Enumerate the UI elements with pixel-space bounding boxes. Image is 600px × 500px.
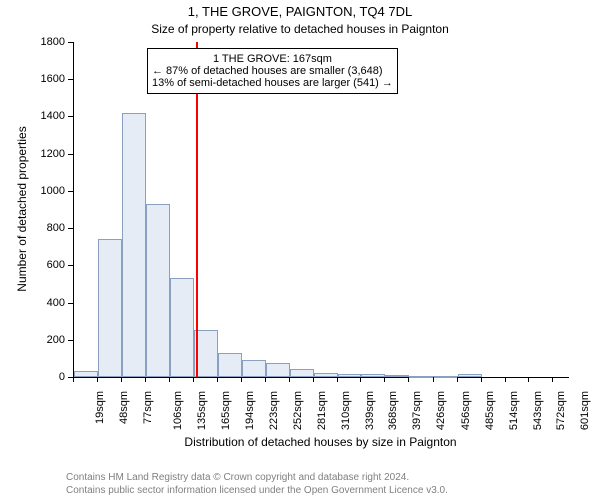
y-tick	[68, 79, 73, 80]
x-tick-label: 165sqm	[220, 391, 232, 430]
x-tick	[360, 377, 361, 382]
x-tick	[241, 377, 242, 382]
y-tick	[68, 340, 73, 341]
histogram-bar	[146, 204, 170, 377]
histogram-bar	[458, 374, 482, 377]
histogram-bar	[242, 360, 266, 377]
info-box-line: 1 THE GROVE: 167sqm	[152, 53, 393, 65]
x-tick	[457, 377, 458, 382]
x-tick	[73, 377, 74, 382]
x-tick-label: 601sqm	[579, 391, 591, 430]
y-tick	[68, 265, 73, 266]
histogram-bar	[74, 371, 98, 377]
x-tick	[121, 377, 122, 382]
x-tick-label: 339sqm	[364, 391, 376, 430]
marker-info-box: 1 THE GROVE: 167sqm← 87% of detached hou…	[147, 48, 398, 94]
histogram-bar	[122, 113, 146, 377]
y-tick-label: 1000	[0, 185, 65, 197]
x-tick	[193, 377, 194, 382]
x-tick-label: 106sqm	[172, 391, 184, 430]
y-tick-label: 1400	[0, 110, 65, 122]
y-tick-label: 1600	[0, 73, 65, 85]
x-tick-label: 543sqm	[532, 391, 544, 430]
histogram-bar	[434, 376, 458, 378]
y-tick-label: 400	[0, 297, 65, 309]
info-box-line: ← 87% of detached houses are smaller (3,…	[152, 65, 393, 77]
y-tick-label: 600	[0, 259, 65, 271]
y-tick	[68, 303, 73, 304]
x-tick	[265, 377, 266, 382]
y-tick	[68, 42, 73, 43]
histogram-bar	[170, 278, 195, 377]
page-subtitle: Size of property relative to detached ho…	[0, 22, 600, 36]
y-tick	[68, 191, 73, 192]
x-tick-label: 514sqm	[508, 391, 520, 430]
x-tick	[481, 377, 482, 382]
x-tick-label: 426sqm	[435, 391, 447, 430]
y-tick-label: 1200	[0, 148, 65, 160]
x-tick	[433, 377, 434, 382]
x-tick	[289, 377, 290, 382]
x-tick-label: 397sqm	[411, 391, 423, 430]
x-tick-label: 572sqm	[556, 391, 568, 430]
x-tick-label: 194sqm	[244, 391, 256, 430]
histogram-bar	[98, 239, 122, 377]
x-tick-label: 485sqm	[484, 391, 496, 430]
histogram-bar	[314, 373, 338, 377]
footer-line-1: Contains HM Land Registry data © Crown c…	[66, 472, 409, 483]
histogram-bar	[266, 363, 290, 377]
y-tick-label: 1800	[0, 36, 65, 48]
x-tick-label: 368sqm	[388, 391, 400, 430]
x-tick	[313, 377, 314, 382]
x-tick-label: 77sqm	[142, 391, 154, 424]
histogram-bar	[338, 374, 362, 377]
x-tick	[145, 377, 146, 382]
x-tick-label: 19sqm	[94, 391, 106, 424]
x-tick	[217, 377, 218, 382]
x-tick	[384, 377, 385, 382]
histogram-bar	[361, 374, 385, 377]
y-tick-label: 200	[0, 334, 65, 346]
x-tick	[505, 377, 506, 382]
y-tick	[68, 116, 73, 117]
y-tick-label: 800	[0, 222, 65, 234]
x-tick-label: 223sqm	[268, 391, 280, 430]
x-tick-label: 310sqm	[340, 391, 352, 430]
x-tick	[528, 377, 529, 382]
x-axis-label: Distribution of detached houses by size …	[73, 435, 568, 449]
x-tick	[97, 377, 98, 382]
x-tick-label: 135sqm	[196, 391, 208, 430]
x-tick-label: 281sqm	[316, 391, 328, 430]
histogram-bar	[218, 353, 242, 377]
page-title: 1, THE GROVE, PAIGNTON, TQ4 7DL	[0, 4, 600, 19]
x-tick-label: 48sqm	[118, 391, 130, 424]
histogram-bar	[290, 369, 314, 377]
info-box-line: 13% of semi-detached houses are larger (…	[152, 77, 393, 89]
x-tick	[552, 377, 553, 382]
footer-line-2: Contains public sector information licen…	[66, 485, 448, 496]
histogram-bar	[385, 375, 409, 377]
x-tick	[337, 377, 338, 382]
histogram-bar	[409, 376, 434, 378]
x-tick-label: 252sqm	[292, 391, 304, 430]
y-tick-label: 0	[0, 371, 65, 383]
x-tick-label: 456sqm	[460, 391, 472, 430]
x-tick	[169, 377, 170, 382]
x-tick	[408, 377, 409, 382]
y-tick	[68, 228, 73, 229]
y-tick	[68, 154, 73, 155]
